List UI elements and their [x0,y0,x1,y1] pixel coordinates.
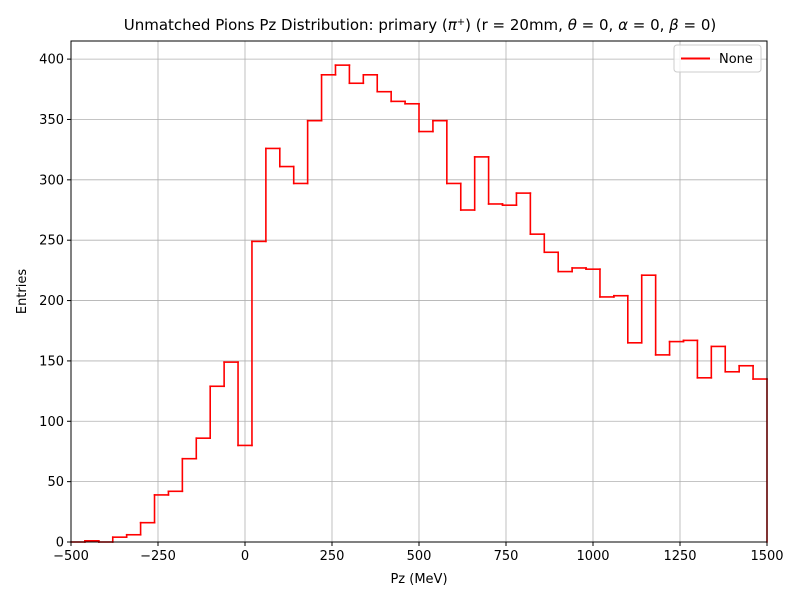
y-tick-label: 200 [39,294,64,309]
histogram-series [70,64,768,543]
series-None [70,64,768,543]
x-tick-label: 500 [407,549,432,564]
y-tick-label: 150 [39,354,64,369]
x-tick-label: 750 [494,549,519,564]
y-tick-label: 0 [56,536,64,551]
x-tick-label: −500 [53,549,89,564]
x-tick-label: 0 [241,549,249,564]
chart-title: Unmatched Pions Pz Distribution: primary… [124,16,716,34]
y-tick-label: 300 [39,173,64,188]
y-tick-label: 400 [39,53,64,68]
legend-box [673,44,762,73]
x-tick-label: 250 [320,549,345,564]
y-tick-label: 100 [39,415,64,430]
x-axis-ticks: −500 −250 0 250 500 750 1000 1250 1500 [53,542,784,564]
x-axis-label: Pz (MeV) [390,572,447,587]
x-tick-label: −250 [140,549,176,564]
y-axis-ticks: 0 50 100 150 200 250 300 350 400 [39,53,71,551]
legend: None [673,44,762,73]
y-axis-label: Entries [15,269,30,315]
x-tick-label: 1500 [750,549,783,564]
y-tick-label: 50 [47,475,64,490]
x-tick-label: 1250 [663,549,696,564]
y-tick-label: 250 [39,234,64,249]
legend-series-label: None [719,52,753,67]
y-tick-label: 350 [39,113,64,128]
x-tick-label: 1000 [576,549,609,564]
